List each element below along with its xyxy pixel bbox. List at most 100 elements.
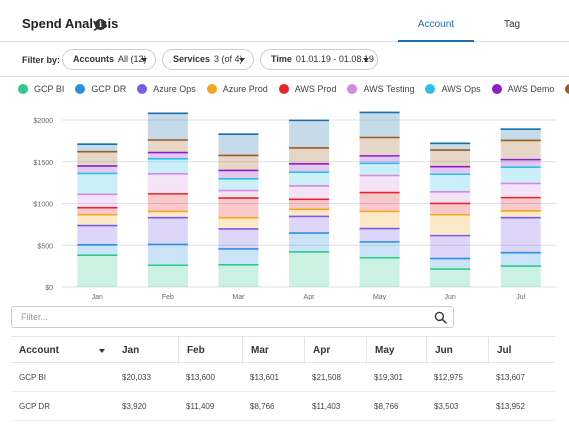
column-header-feb[interactable]: Feb	[178, 337, 242, 364]
bar-segment[interactable]	[430, 202, 471, 214]
bar-segment[interactable]	[289, 163, 329, 172]
bar-segment[interactable]	[218, 133, 259, 155]
bar-segment[interactable]	[359, 256, 400, 287]
bar-segment[interactable]	[430, 165, 471, 174]
bar-segment[interactable]	[77, 165, 118, 173]
bar-segment[interactable]	[77, 150, 118, 166]
column-header-jul[interactable]: Jul	[488, 337, 555, 364]
legend-item[interactable]: AWS Demo	[491, 84, 554, 95]
bar-segment[interactable]	[77, 206, 118, 214]
bar-segment[interactable]	[218, 154, 259, 170]
bar-segment[interactable]	[147, 151, 188, 158]
bar-segment[interactable]	[218, 264, 259, 287]
bar-segment[interactable]	[289, 251, 329, 287]
bar-segment[interactable]	[77, 213, 118, 225]
bar-segment[interactable]	[147, 139, 188, 152]
bar-segment[interactable]	[289, 147, 329, 164]
bar-segment[interactable]	[359, 174, 400, 192]
bar-segment[interactable]	[359, 191, 400, 211]
bar-segment[interactable]	[77, 193, 118, 207]
column-header-account[interactable]: Account	[11, 337, 114, 364]
bar-segment[interactable]	[218, 169, 259, 179]
bar-segment[interactable]	[359, 241, 400, 257]
bar-segment[interactable]	[218, 178, 259, 190]
column-header-mar[interactable]: Mar	[242, 337, 304, 364]
bar-segment[interactable]	[289, 171, 329, 186]
bar-segment[interactable]	[147, 193, 188, 211]
bar-segment[interactable]	[218, 216, 259, 229]
bar-segment[interactable]	[430, 190, 471, 203]
column-header-jan[interactable]: Jan	[122, 345, 140, 356]
bar-segment[interactable]	[500, 166, 541, 183]
bar-segment[interactable]	[430, 213, 471, 235]
bar-segment[interactable]	[430, 268, 471, 287]
time-filter-dropdown[interactable]: Time 01.01.19 - 01.08.19	[260, 49, 378, 70]
bar-segment[interactable]	[500, 158, 541, 167]
bar-segment[interactable]	[218, 248, 259, 265]
legend-item[interactable]: Azure Ops	[137, 84, 196, 95]
bar-segment[interactable]	[500, 210, 541, 217]
bar-segment[interactable]	[77, 143, 118, 151]
sort-caret-icon[interactable]	[99, 349, 105, 353]
bar-segment[interactable]	[359, 227, 400, 242]
legend-item[interactable]: GCP BI	[18, 84, 64, 95]
column-header-jun[interactable]: Jun	[426, 337, 488, 364]
legend-item[interactable]: GCP DR	[75, 84, 126, 95]
bar-segment[interactable]	[430, 257, 471, 269]
bar-segment[interactable]	[500, 216, 541, 252]
bar-segment[interactable]	[218, 189, 259, 198]
bar-segment[interactable]	[147, 210, 188, 217]
table-filter-input[interactable]	[21, 307, 421, 327]
bar-segment[interactable]	[289, 232, 329, 252]
bar-segment[interactable]	[359, 210, 400, 228]
bar-segment[interactable]	[359, 162, 400, 175]
accounts-filter-dropdown[interactable]: Accounts All (12)	[62, 49, 156, 70]
bar-segment[interactable]	[218, 197, 259, 217]
bar-segment[interactable]	[289, 185, 329, 199]
bar-segment[interactable]	[359, 155, 400, 163]
bar-segment[interactable]	[77, 254, 118, 287]
legend-item[interactable]: AWS Ops	[425, 84, 481, 95]
bar-segment[interactable]	[147, 157, 188, 174]
bar-segment[interactable]	[147, 112, 188, 140]
bar-segment[interactable]	[147, 243, 188, 265]
info-icon[interactable]: i	[95, 19, 106, 30]
bar-segment[interactable]	[500, 128, 541, 140]
bar-segment[interactable]	[500, 139, 541, 159]
bar-segment[interactable]	[289, 208, 329, 216]
legend-item[interactable]: AWS Staging	[565, 84, 569, 95]
bar-segment[interactable]	[430, 173, 471, 191]
y-tick-label: $0	[45, 285, 53, 292]
bar-segment[interactable]	[500, 196, 541, 211]
legend-item[interactable]: AWS Prod	[278, 84, 336, 95]
bar-segment[interactable]	[430, 149, 471, 166]
legend-item[interactable]: Azure Prod	[206, 84, 268, 95]
tab-account[interactable]: Account	[398, 19, 474, 42]
tab-tag[interactable]: Tag	[503, 19, 521, 30]
bar-segment[interactable]	[147, 173, 188, 194]
bar-segment[interactable]	[289, 198, 329, 209]
bar-segment[interactable]	[430, 234, 471, 258]
bar-segment[interactable]	[77, 243, 118, 255]
legend-item[interactable]: AWS Testing	[347, 84, 414, 95]
table-row[interactable]: GCP BI $20,033 $13,600 $13,601 $21,508 $…	[11, 363, 555, 392]
bar-segment[interactable]	[218, 228, 259, 249]
table-row[interactable]: GCP DR $3,920 $11,409 $8,766 $11,403 $8,…	[11, 392, 555, 421]
bar-segment[interactable]	[77, 172, 118, 194]
accounts-filter-value: All (12)	[118, 54, 147, 64]
column-header-apr[interactable]: Apr	[304, 337, 366, 364]
bar-segment[interactable]	[500, 251, 541, 266]
services-filter-dropdown[interactable]: Services 3 (of 4)	[162, 49, 254, 70]
search-icon[interactable]	[434, 311, 447, 324]
bar-segment[interactable]	[289, 119, 329, 148]
bar-segment[interactable]	[77, 224, 118, 244]
column-header-may[interactable]: May	[366, 337, 426, 364]
bar-segment[interactable]	[359, 111, 400, 137]
bar-segment[interactable]	[359, 136, 400, 156]
bar-segment[interactable]	[500, 182, 541, 197]
bar-segment[interactable]	[147, 216, 188, 244]
bar-segment[interactable]	[500, 265, 541, 287]
bar-segment[interactable]	[147, 264, 188, 287]
bar-segment[interactable]	[430, 142, 471, 150]
bar-segment[interactable]	[289, 215, 329, 233]
